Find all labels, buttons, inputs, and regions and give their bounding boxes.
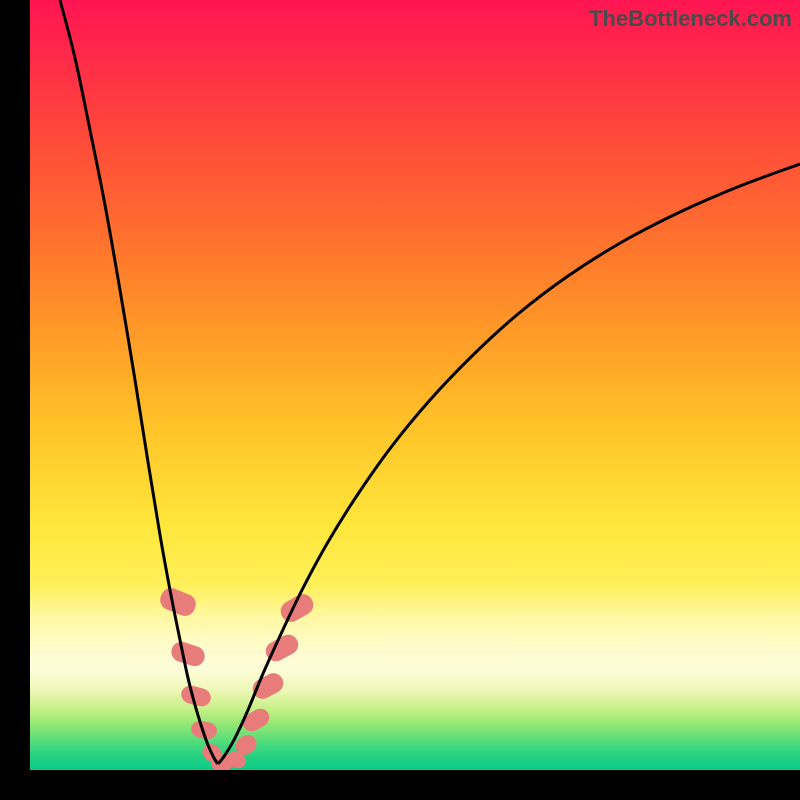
watermark-text: TheBottleneck.com (589, 6, 792, 32)
bead-marker (157, 585, 199, 619)
plot-area: TheBottleneck.com (30, 0, 800, 770)
curve-right (218, 164, 800, 764)
bead-marker (277, 590, 317, 625)
bead-markers (157, 585, 317, 770)
bead-marker (169, 639, 208, 669)
curve-layer (30, 0, 800, 770)
bead-marker (249, 670, 287, 703)
